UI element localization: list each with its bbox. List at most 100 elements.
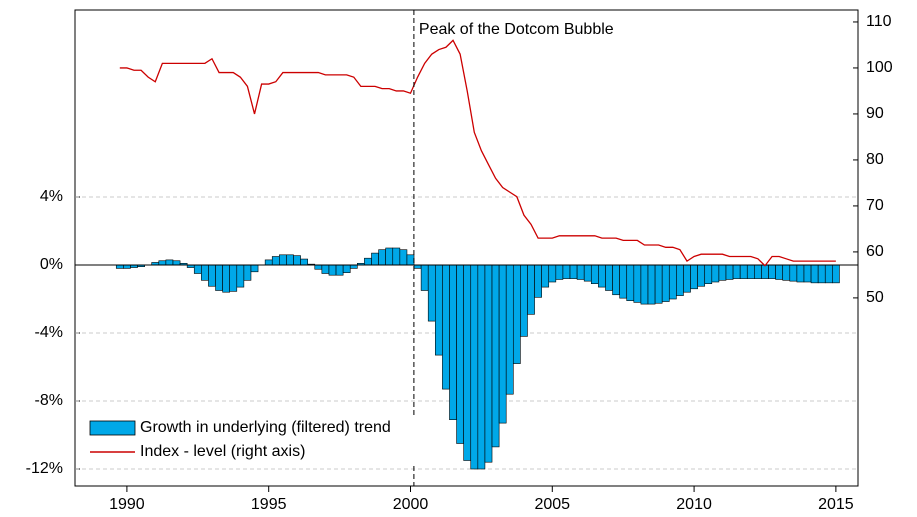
bar xyxy=(583,264,592,282)
legend-label: Growth in underlying (filtered) trend xyxy=(140,419,391,436)
bar xyxy=(123,264,131,269)
bar xyxy=(264,259,273,266)
bar xyxy=(222,264,230,293)
bar xyxy=(832,264,840,284)
bar xyxy=(534,264,542,298)
bar xyxy=(619,264,628,299)
y-tick-label: 0% xyxy=(40,256,63,273)
bar xyxy=(626,264,635,302)
bar xyxy=(796,264,805,283)
bar xyxy=(456,264,464,444)
bar xyxy=(697,264,706,287)
y2-tick-label: 60 xyxy=(866,243,884,260)
bar xyxy=(449,264,457,420)
bar xyxy=(605,264,613,291)
bar xyxy=(746,264,755,279)
bar xyxy=(569,264,578,279)
bar xyxy=(491,264,500,448)
y-tick-label: 4% xyxy=(40,188,63,205)
bar xyxy=(590,264,599,285)
bar xyxy=(406,254,415,266)
bar xyxy=(250,264,259,273)
bar xyxy=(427,264,436,322)
bar xyxy=(172,260,181,266)
bar xyxy=(470,264,479,470)
bar xyxy=(725,264,734,280)
y-tick-label: -4% xyxy=(35,324,63,341)
bar xyxy=(236,264,245,288)
y2-tick-label: 100 xyxy=(866,59,893,76)
bar xyxy=(193,264,202,274)
bar xyxy=(654,264,663,304)
bar xyxy=(271,256,280,266)
bar xyxy=(328,264,337,276)
bar xyxy=(371,252,379,266)
y2-tick-label: 90 xyxy=(866,105,884,122)
x-tick-label: 2010 xyxy=(676,496,712,513)
bar xyxy=(562,264,571,279)
bar xyxy=(817,264,826,284)
bar xyxy=(442,264,450,390)
bar xyxy=(484,264,493,463)
y2-tick-label: 70 xyxy=(866,197,884,214)
x-tick-label: 2000 xyxy=(393,496,429,513)
bar xyxy=(633,264,642,303)
x-tick-label: 1990 xyxy=(109,496,145,513)
bar xyxy=(739,264,748,279)
bar xyxy=(463,264,472,461)
bar xyxy=(768,264,776,279)
bar xyxy=(293,255,301,266)
bar xyxy=(300,258,308,266)
bar xyxy=(754,264,762,279)
bar xyxy=(435,264,443,356)
bar xyxy=(640,264,649,305)
bar xyxy=(824,264,833,284)
bar xyxy=(676,264,684,296)
bar xyxy=(420,264,429,291)
bar xyxy=(598,264,606,288)
bar xyxy=(789,264,798,282)
line xyxy=(119,39,836,267)
legend-swatch xyxy=(89,420,136,436)
y2-tick-label: 80 xyxy=(866,151,884,168)
bar xyxy=(399,249,408,266)
bar xyxy=(520,264,528,337)
bar xyxy=(704,264,713,285)
bar xyxy=(761,264,769,279)
bar xyxy=(477,264,486,470)
annotation-text: Peak of the Dotcom Bubble xyxy=(419,21,614,38)
legend-box xyxy=(90,416,425,466)
bar xyxy=(661,264,670,302)
legend: Growth in underlying (filtered) trend Ind… xyxy=(89,416,425,466)
y2-tick-label: 110 xyxy=(866,13,892,30)
bar xyxy=(349,264,358,269)
bar xyxy=(215,264,223,291)
bar xyxy=(555,264,564,280)
bar xyxy=(803,264,812,283)
bar xyxy=(775,264,784,280)
bar xyxy=(711,264,720,283)
bar xyxy=(158,260,167,266)
bar xyxy=(413,264,422,269)
bar xyxy=(498,264,507,424)
bar xyxy=(229,264,238,292)
x-tick-label: 1995 xyxy=(251,496,287,513)
bar xyxy=(683,264,691,293)
bar xyxy=(512,264,521,364)
x-tick-label: 2005 xyxy=(534,496,570,513)
bar xyxy=(612,264,620,296)
y-tick-label: -8% xyxy=(35,392,63,409)
bar xyxy=(314,264,323,270)
bar xyxy=(208,264,216,287)
bar xyxy=(286,254,294,266)
bar xyxy=(392,247,401,266)
bar xyxy=(668,264,677,300)
y-tick-label: -12% xyxy=(26,460,63,477)
bar xyxy=(505,264,514,395)
bar xyxy=(364,257,372,266)
x-tick-label: 2015 xyxy=(818,496,854,513)
bar xyxy=(718,264,727,281)
bar xyxy=(385,247,394,266)
legend-label: Index - level (right axis) xyxy=(140,443,305,460)
